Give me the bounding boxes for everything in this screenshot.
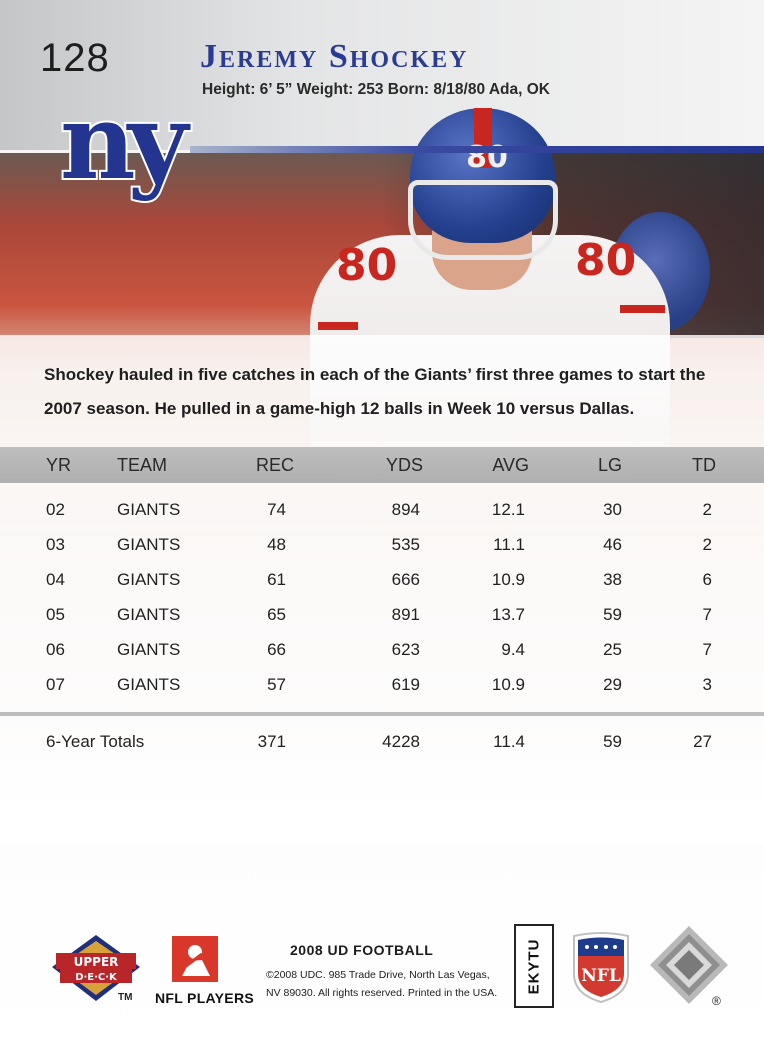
cell-lg: 46 xyxy=(603,535,622,554)
header-avg: AVG xyxy=(492,455,529,475)
totals-yds: 4228 xyxy=(382,732,420,751)
cell-avg: 10.9 xyxy=(491,675,525,694)
sleeve-stripe-left xyxy=(318,322,358,330)
product-name: 2008 UD FOOTBALL xyxy=(290,942,434,958)
cell-lg: 59 xyxy=(603,605,622,624)
nfl-shield-logo: NFL xyxy=(573,932,629,1004)
cell-lg: 29 xyxy=(603,675,622,694)
nfl-shield-text: NFL xyxy=(581,966,621,986)
registered-mark: ® xyxy=(712,994,721,1008)
cell-td: 7 xyxy=(702,640,712,659)
shoulder-number-right: 80 xyxy=(575,235,637,286)
table-row: 03 GIANTS 48 535 11.1 46 2 xyxy=(0,530,764,560)
giants-ny-logo: ny xyxy=(58,100,194,205)
card-code-text: EKYTU xyxy=(525,938,543,994)
totals-rec: 371 xyxy=(257,732,286,751)
cell-rec: 57 xyxy=(267,675,286,694)
cell-rec: 74 xyxy=(267,500,286,519)
header-band xyxy=(0,0,764,150)
cell-team: GIANTS xyxy=(117,640,181,659)
cell-yds: 623 xyxy=(391,640,420,659)
totals-lg: 59 xyxy=(603,732,622,751)
cell-avg: 13.7 xyxy=(491,605,525,624)
cell-rec: 65 xyxy=(267,605,286,624)
cell-avg: 11.1 xyxy=(493,535,525,554)
cell-yr: 02 xyxy=(46,500,65,519)
header-lg: LG xyxy=(597,455,622,475)
cell-avg: 9.4 xyxy=(501,640,525,659)
cell-rec: 66 xyxy=(267,640,286,659)
helmet-stripe xyxy=(474,108,492,168)
cell-rec: 61 xyxy=(267,570,286,589)
cell-yr: 07 xyxy=(46,675,65,694)
table-row: 05 GIANTS 65 891 13.7 59 7 xyxy=(0,600,764,630)
cell-yds: 891 xyxy=(391,605,420,624)
cell-yds: 535 xyxy=(391,535,420,554)
facemask xyxy=(408,180,558,260)
upper-deck-logo-top: UPPER xyxy=(74,955,119,969)
cell-team: GIANTS xyxy=(117,500,181,519)
header-team: TEAM xyxy=(117,455,168,475)
totals-td: 27 xyxy=(693,732,712,751)
cell-yds: 619 xyxy=(391,675,420,694)
cell-avg: 12.1 xyxy=(491,500,525,519)
card-number: 128 xyxy=(40,36,110,80)
table-row: 07 GIANTS 57 619 10.9 29 3 xyxy=(0,670,764,700)
cell-td: 2 xyxy=(702,535,712,554)
player-bio: Height: 6’ 5” Weight: 253 Born: 8/18/80 … xyxy=(202,81,550,98)
header-td: TD xyxy=(692,455,716,475)
card-code: EKYTU xyxy=(514,924,554,1008)
legal-line-2: NV 89030. All rights reserved. Printed i… xyxy=(266,987,498,999)
table-row: 04 GIANTS 61 666 10.9 38 6 xyxy=(0,565,764,595)
header-yr: YR xyxy=(46,455,72,475)
player-blurb: Shockey hauled in five catches in each o… xyxy=(44,365,706,418)
cell-lg: 30 xyxy=(603,500,622,519)
cell-td: 6 xyxy=(702,570,712,589)
header-rule xyxy=(190,146,764,153)
cell-yds: 894 xyxy=(391,500,420,519)
card-code-box xyxy=(514,924,554,1008)
cell-team: GIANTS xyxy=(117,570,181,589)
cell-rec: 48 xyxy=(267,535,286,554)
cell-team: GIANTS xyxy=(117,605,181,624)
cell-team: GIANTS xyxy=(117,675,181,694)
cell-yds: 666 xyxy=(391,570,420,589)
upper-deck-logo-bottom: D·E·C·K xyxy=(75,972,118,983)
sleeve-stripe-right xyxy=(620,305,665,313)
totals-row: 6-Year Totals 371 4228 11.4 59 27 xyxy=(0,727,764,757)
helmet-number: 80 xyxy=(466,140,508,175)
cell-lg: 25 xyxy=(603,640,622,659)
cell-team: GIANTS xyxy=(117,535,181,554)
header-yds: YDS xyxy=(385,455,423,475)
header-rec: REC xyxy=(255,455,294,475)
totals-divider xyxy=(0,712,764,716)
table-row: 02 GIANTS 74 894 12.1 30 2 xyxy=(0,495,764,525)
legal-text: ©2008 UDC. 985 Trade Drive, North Las Ve… xyxy=(266,966,506,1002)
cell-yr: 04 xyxy=(46,570,65,589)
shoulder-number-left: 80 xyxy=(336,240,398,291)
cell-td: 2 xyxy=(702,500,712,519)
cell-lg: 38 xyxy=(603,570,622,589)
photo-fade-overlay xyxy=(0,335,764,845)
trademark-mark: TM xyxy=(118,992,133,1003)
nfl-players-label: NFL PLAYERS xyxy=(155,990,254,1006)
nfl-players-logo xyxy=(172,936,218,982)
stats-header-row: YR TEAM REC YDS AVG LG TD xyxy=(0,450,764,480)
cell-td: 3 xyxy=(702,675,712,694)
cell-avg: 10.9 xyxy=(491,570,525,589)
totals-label: 6-Year Totals xyxy=(46,732,145,751)
cell-td: 7 xyxy=(702,605,712,624)
cell-yr: 03 xyxy=(46,535,65,554)
cell-yr: 06 xyxy=(46,640,65,659)
legal-line-1: ©2008 UDC. 985 Trade Drive, North Las Ve… xyxy=(266,969,490,981)
hologram-icon xyxy=(650,926,728,1004)
totals-avg: 11.4 xyxy=(493,732,525,751)
stats-header-bar xyxy=(0,447,764,483)
table-row: 06 GIANTS 66 623 9.4 25 7 xyxy=(0,635,764,665)
giants-logo-text: ny xyxy=(60,100,191,203)
cell-yr: 05 xyxy=(46,605,65,624)
upper-deck-logo: UPPER D·E·C·K xyxy=(52,935,140,1001)
player-name: Jeremy Shockey xyxy=(200,38,469,75)
